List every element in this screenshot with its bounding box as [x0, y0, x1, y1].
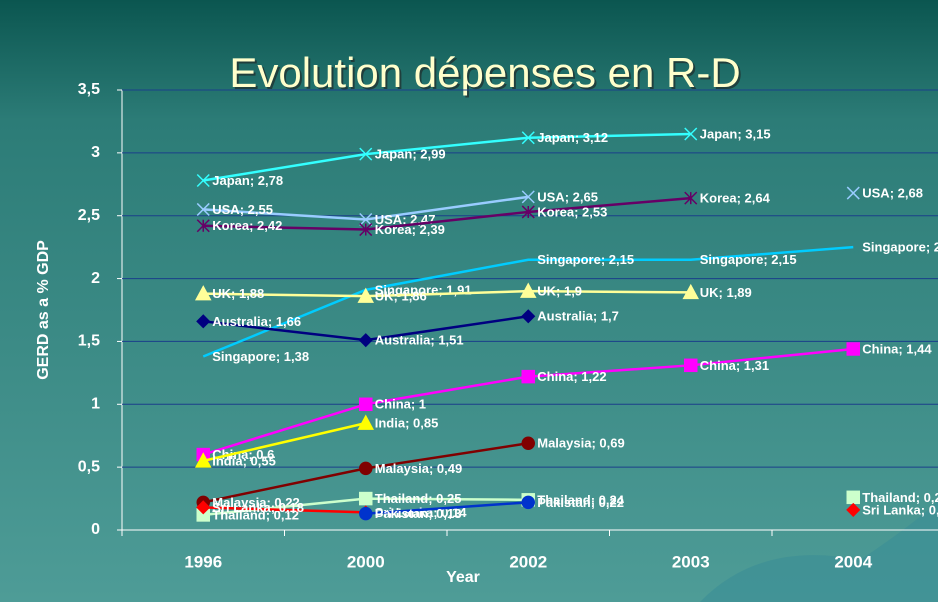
data-label: China; 1,44	[862, 341, 932, 356]
series-line	[365, 501, 529, 515]
x-tick-label: 2004	[834, 552, 872, 571]
data-label: India; 0,55	[212, 453, 276, 468]
point	[194, 452, 212, 468]
data-label: Australia; 1,7	[537, 309, 619, 324]
point	[359, 461, 373, 476]
data-label: USA; 2,65	[537, 189, 598, 204]
data-label: Korea; 2,64	[700, 191, 771, 206]
data-label: Malaysia; 0,22	[212, 495, 299, 510]
data-label: India; 0,85	[375, 416, 439, 431]
data-label: Japan; 3,12	[537, 130, 608, 145]
series-line	[203, 196, 691, 231]
data-label: Malaysia; 0,49	[375, 461, 462, 476]
data-label: Thailand; 0,24	[537, 492, 624, 507]
point	[521, 369, 535, 384]
series-line	[202, 421, 367, 463]
point	[196, 314, 211, 329]
point	[684, 127, 698, 141]
x-tick-label: 1996	[184, 552, 222, 571]
chart-title: Evolution dépenses en R-D	[229, 49, 740, 96]
point	[521, 309, 536, 324]
data-label: Japan; 3,15	[700, 126, 771, 141]
point	[359, 212, 373, 227]
data-label: UK; 1,86	[375, 289, 427, 304]
data-label: Sri Lanka; 0,18	[212, 500, 304, 515]
point	[359, 147, 373, 161]
series-line	[203, 132, 691, 182]
data-label: Pakistan; 0,22	[537, 495, 624, 510]
point	[846, 342, 860, 356]
data-label: Singapore; 2,25	[862, 240, 938, 255]
y-tick-label: 3	[91, 144, 100, 161]
point	[196, 219, 210, 233]
point	[357, 287, 375, 303]
data-label: Thailand; 0,25	[375, 491, 462, 506]
point	[359, 491, 373, 506]
y-tick-label: 0,5	[78, 458, 100, 475]
data-label: Korea; 2,39	[375, 222, 445, 237]
point	[521, 436, 535, 451]
data-label: USA; 2,55	[212, 202, 273, 217]
x-tick-label: 2002	[509, 552, 547, 571]
point	[359, 506, 373, 521]
point	[194, 285, 212, 301]
point	[359, 223, 373, 237]
data-label: Korea; 2,42	[212, 218, 282, 233]
point	[521, 205, 535, 219]
data-label: UK; 1,9	[537, 284, 582, 299]
decoration	[700, 500, 938, 602]
x-tick-label: 2000	[347, 552, 385, 571]
data-label: Australia; 1,51	[375, 333, 464, 348]
data-label: China; 1,31	[700, 358, 769, 373]
point	[684, 358, 698, 373]
point	[684, 191, 698, 205]
point	[519, 282, 537, 298]
point	[357, 414, 375, 430]
point	[359, 397, 373, 412]
point	[846, 502, 861, 517]
x-axis-label: Year	[446, 569, 480, 586]
data-label: Thailand; 0,26	[862, 490, 938, 505]
data-label: Korea; 2,53	[537, 204, 607, 219]
point	[196, 202, 210, 216]
series-line	[202, 245, 854, 358]
y-tick-label: 1	[91, 396, 100, 413]
point	[521, 131, 535, 145]
data-label: China; 1	[375, 397, 426, 412]
y-tick-label: 3,5	[78, 81, 100, 98]
y-tick-label: 2	[91, 270, 100, 287]
data-label: Sri Lanka; 0,16	[862, 502, 938, 517]
point	[846, 186, 860, 200]
data-label: Singapore; 2,15	[537, 252, 634, 267]
data-label: UK; 1,89	[700, 285, 752, 300]
y-tick-label: 1,5	[78, 333, 100, 350]
y-tick-label: 2,5	[78, 207, 100, 224]
data-label: China; 0,6	[212, 447, 274, 462]
point	[196, 500, 211, 515]
x-tick-label: 2003	[672, 552, 710, 571]
point	[196, 173, 210, 188]
point	[846, 490, 860, 505]
y-axis-label: GERD as a % GDP	[35, 240, 52, 380]
data-label: Pakistan; 0,13	[375, 506, 462, 521]
data-label: China; 1,22	[537, 369, 606, 384]
point	[358, 333, 373, 348]
point	[682, 283, 700, 300]
data-label: UK; 1,88	[212, 286, 264, 301]
series-line	[203, 289, 691, 298]
y-tick-label: 0	[91, 521, 100, 538]
data-label: Malaysia; 0,69	[537, 436, 624, 451]
data-label: Japan; 2,99	[375, 147, 446, 162]
data-label: Australia; 1,66	[212, 314, 301, 329]
data-label: USA; 2,68	[862, 186, 923, 201]
data-label: Thailand; 0,12	[212, 507, 299, 522]
data-label: Singapore; 2,15	[700, 252, 797, 267]
data-label: Japan; 2,78	[212, 173, 283, 188]
point	[521, 190, 535, 204]
point	[521, 495, 535, 510]
data-label: Singapore; 1,38	[212, 349, 309, 364]
